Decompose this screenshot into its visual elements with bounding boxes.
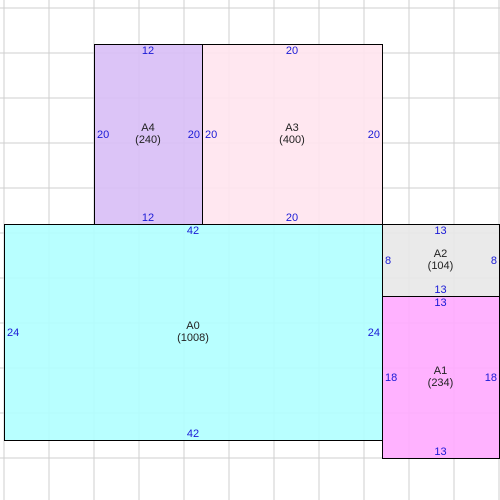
rect-a1-name: A1 <box>434 365 447 377</box>
rect-a1-dim-bottom: 13 <box>434 446 446 458</box>
rect-a3-name: A3 <box>285 122 298 134</box>
rect-a3-dim-right: 20 <box>368 129 380 141</box>
rect-a4-area: (240) <box>135 134 161 146</box>
rect-a4-name: A4 <box>141 122 154 134</box>
rect-a0-dim-bottom: 42 <box>187 428 199 440</box>
rect-a2-dim-top: 13 <box>434 225 446 237</box>
rect-a1 <box>382 296 500 459</box>
rect-a0-dim-top: 42 <box>187 225 199 237</box>
rect-a4 <box>94 44 203 225</box>
rect-a1-area: (234) <box>428 377 454 389</box>
rect-a0 <box>4 224 383 441</box>
rect-a4-dim-bottom: 12 <box>142 212 154 224</box>
rect-a2-dim-right: 8 <box>491 255 497 267</box>
rect-a1-dim-top: 13 <box>434 297 446 309</box>
rect-a3-dim-top: 20 <box>286 45 298 57</box>
rect-a2-dim-left: 8 <box>385 255 391 267</box>
rect-a4-dim-top: 12 <box>142 45 154 57</box>
rect-a3-dim-bottom: 20 <box>286 212 298 224</box>
rect-a0-dim-left: 24 <box>7 327 19 339</box>
rect-a0-area: (1008) <box>177 332 209 344</box>
rect-a1-dim-left: 18 <box>385 372 397 384</box>
rect-a2 <box>382 224 500 297</box>
rect-a4-dim-right: 20 <box>188 129 200 141</box>
rect-a0-dim-right: 24 <box>368 327 380 339</box>
rect-a2-area: (104) <box>428 260 454 272</box>
rect-a1-dim-right: 18 <box>485 372 497 384</box>
rect-a4-dim-left: 20 <box>97 129 109 141</box>
rect-a3-dim-left: 20 <box>205 129 217 141</box>
rect-a0-name: A0 <box>186 320 199 332</box>
rect-a3 <box>202 44 383 225</box>
rectangles <box>4 44 500 459</box>
rect-a2-name: A2 <box>434 248 447 260</box>
rect-a2-dim-bottom: 13 <box>434 284 446 296</box>
rect-a3-area: (400) <box>279 134 305 146</box>
